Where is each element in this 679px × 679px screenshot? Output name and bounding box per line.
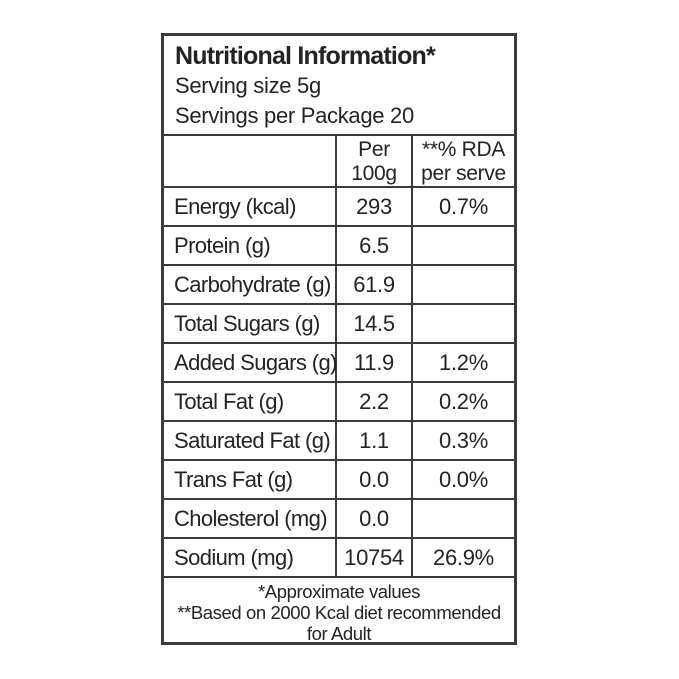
nutrient-value-rda xyxy=(413,227,514,264)
label-footnotes: *Approximate values **Based on 2000 Kcal… xyxy=(164,578,514,644)
nutrient-value-rda: 1.2% xyxy=(439,349,488,375)
label-header: Nutritional Information* Serving size 5g… xyxy=(164,36,514,136)
footnote-rda-basis-line1: **Based on 2000 Kcal diet recommended xyxy=(177,602,501,623)
serving-size-text: Serving size 5g xyxy=(175,73,321,98)
nutrient-row-sodium: Sodium (mg) 10754 26.9% xyxy=(164,539,514,578)
nutrient-value-per-100g: 11.9 xyxy=(337,344,413,381)
nutrient-value-per-100g: 0.0 xyxy=(337,461,413,498)
column-header-per-100g-line2: 100g xyxy=(351,162,397,185)
nutrient-value-rda: 26.9% xyxy=(433,544,494,570)
nutrient-row-added-sugars: Added Sugars (g) 11.9 1.2% xyxy=(164,344,514,383)
nutrient-label: Added Sugars (g) xyxy=(164,344,337,381)
nutrient-label: Sodium (mg) xyxy=(164,539,337,576)
nutrient-row-total-fat: Total Fat (g) 2.2 0.2% xyxy=(164,383,514,422)
nutrient-value-per-100g: 61.9 xyxy=(337,266,413,303)
nutrient-value-per-100g: 6.5 xyxy=(337,227,413,264)
column-header-per-100g: Per 100g xyxy=(337,136,413,186)
nutrient-value-rda: 0.2% xyxy=(439,388,488,414)
nutrient-value-rda xyxy=(413,305,514,342)
nutrient-label: Cholesterol (mg) xyxy=(164,500,337,537)
column-header-row: Per 100g **% RDA per serve xyxy=(164,136,514,188)
column-header-nutrient xyxy=(164,136,337,186)
nutrient-label: Trans Fat (g) xyxy=(164,461,337,498)
column-header-rda-line1: **% RDA xyxy=(421,138,506,161)
nutrient-label: Total Fat (g) xyxy=(164,383,337,420)
nutrient-label: Saturated Fat (g) xyxy=(164,422,337,459)
label-title: Nutritional Information* xyxy=(175,42,436,70)
nutrient-row-trans-fat: Trans Fat (g) 0.0 0.0% xyxy=(164,461,514,500)
nutrient-value-rda: 0.0% xyxy=(439,466,488,492)
nutrient-value-rda xyxy=(413,266,514,303)
nutrient-label: Protein (g) xyxy=(164,227,337,264)
nutrient-value-rda: 0.7% xyxy=(439,193,488,219)
nutrient-label: Total Sugars (g) xyxy=(164,305,337,342)
footnote-rda-basis-line2: for Adult xyxy=(306,623,372,644)
nutrient-value-per-100g: 0.0 xyxy=(337,500,413,537)
nutrient-row-protein: Protein (g) 6.5 xyxy=(164,227,514,266)
servings-per-package-text: Servings per Package 20 xyxy=(175,103,414,128)
nutrition-label: Nutritional Information* Serving size 5g… xyxy=(161,33,517,645)
nutrient-row-total-sugars: Total Sugars (g) 14.5 xyxy=(164,305,514,344)
nutrient-value-rda: 0.3% xyxy=(439,427,488,453)
footnote-approximate: *Approximate values xyxy=(257,581,421,602)
nutrient-row-energy: Energy (kcal) 293 0.7% xyxy=(164,188,514,227)
column-header-rda: **% RDA per serve xyxy=(413,136,514,186)
column-header-per-100g-line1: Per xyxy=(358,138,390,161)
nutrient-row-saturated-fat: Saturated Fat (g) 1.1 0.3% xyxy=(164,422,514,461)
nutrient-value-per-100g: 2.2 xyxy=(337,383,413,420)
column-header-rda-line2: per serve xyxy=(421,162,506,185)
nutrient-value-per-100g: 10754 xyxy=(337,539,413,576)
nutrient-value-rda xyxy=(413,500,514,537)
nutrient-label: Carbohydrate (g) xyxy=(164,266,337,303)
nutrient-value-per-100g: 293 xyxy=(337,188,413,225)
nutrient-value-per-100g: 14.5 xyxy=(337,305,413,342)
nutrient-value-per-100g: 1.1 xyxy=(337,422,413,459)
nutrient-label: Energy (kcal) xyxy=(164,188,337,225)
nutrient-row-cholesterol: Cholesterol (mg) 0.0 xyxy=(164,500,514,539)
nutrient-row-carbohydrate: Carbohydrate (g) 61.9 xyxy=(164,266,514,305)
